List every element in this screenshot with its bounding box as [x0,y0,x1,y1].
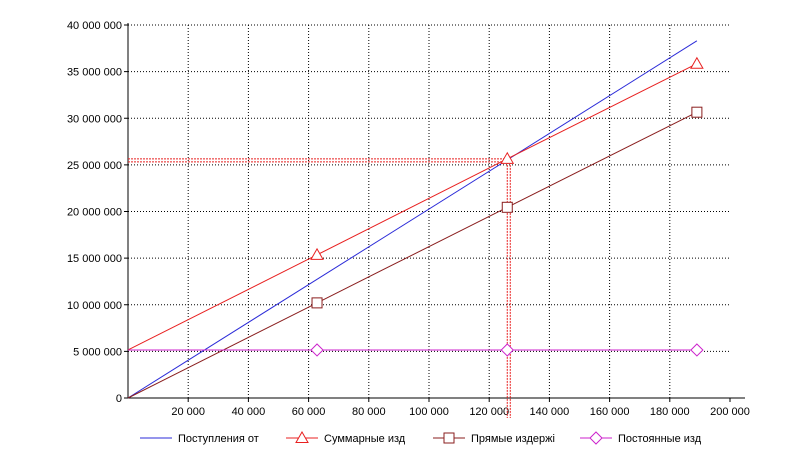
x-tick-label: 60 000 [292,406,326,418]
legend-label-3: Прямые издержі [471,433,555,445]
series-2-marker [690,56,704,69]
series-4-marker [310,343,324,357]
legend-label-1: Поступления от [178,433,259,445]
series-line-2 [127,63,698,351]
y-tick-label: 15 000 000 [67,253,122,265]
series-3-marker [501,201,513,213]
axes [124,23,745,402]
series-markers [310,56,704,357]
series-lines [127,40,698,399]
series-2-marker [500,151,515,164]
y-tick-label: 40 000 000 [67,20,122,32]
series-line-1 [127,40,698,399]
legend-label-4: Постоянные изд [618,433,702,445]
y-tick-label: 35 000 000 [67,67,122,79]
legend-marker-3 [443,432,455,444]
series-line-3 [127,111,698,399]
break-even-guides [128,158,511,418]
x-tick-label: 140 000 [530,406,570,418]
y-tick-label: 30 000 000 [67,113,122,125]
y-tick-label: 5 000 000 [73,346,122,358]
x-tick-label: 100 000 [409,406,449,418]
series-4-marker [500,343,514,357]
series-2-marker [310,247,324,260]
legend-label-2: Суммарные изд [324,433,406,445]
legend-marker-4 [589,431,603,445]
legend-marker-2 [295,430,309,443]
x-tick-label: 20 000 [171,406,205,418]
tick-labels: 0 5 000 000 10 000 000 15 000 000 20 000 000… [67,20,750,418]
x-tick-label: 160 000 [590,406,630,418]
y-tick-label: 10 000 000 [67,300,122,312]
legend: Поступления от Суммарные изд Прямые издерж… [140,430,702,445]
grid [128,24,730,398]
y-tick-label: 20 000 000 [67,207,122,219]
y-tick-label: 25 000 000 [67,160,122,172]
x-tick-label: 40 000 [232,406,266,418]
series-3-marker [691,106,703,118]
series-3-marker [311,297,323,309]
y-tick-label: 0 [116,393,122,405]
series-4-marker [690,343,704,357]
x-tick-label: 200 000 [710,406,750,418]
x-tick-label: 120 000 [469,406,509,418]
x-tick-label: 180 000 [650,406,690,418]
x-tick-label: 80 000 [352,406,386,418]
